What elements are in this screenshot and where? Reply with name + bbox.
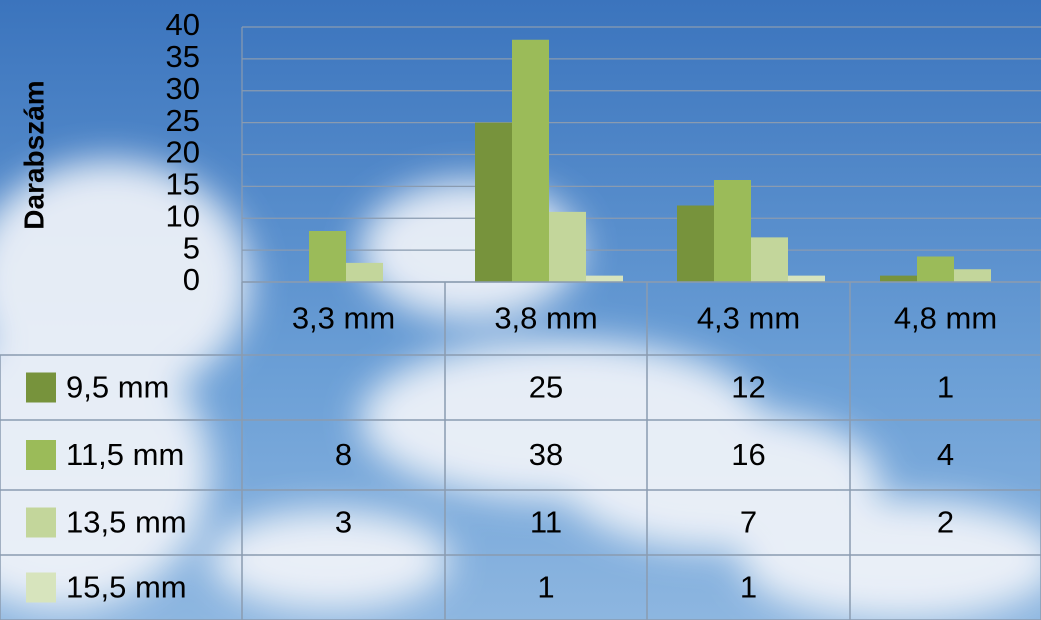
table-value: 38: [529, 437, 563, 472]
y-tick-label: 40: [166, 7, 200, 42]
legend-swatch: [26, 440, 56, 470]
bar: [309, 231, 346, 282]
bar: [475, 122, 512, 282]
table-value: 25: [529, 370, 563, 405]
table-value: 11: [530, 505, 562, 540]
y-tick-label: 15: [166, 167, 200, 202]
x-tick-label: 3,3 mm: [292, 301, 395, 336]
y-tick-label: 35: [166, 39, 200, 74]
table-value: 16: [731, 437, 765, 472]
table-value: 7: [740, 505, 757, 540]
bar: [751, 237, 788, 282]
legend-swatch: [26, 572, 56, 603]
x-tick-label: 3,8 mm: [494, 301, 597, 336]
x-tick-label: 4,8 mm: [894, 301, 997, 336]
y-tick-label: 0: [183, 262, 200, 297]
table-value: 4: [937, 437, 954, 472]
y-tick-label: 30: [166, 71, 200, 106]
table-value: 12: [731, 370, 765, 405]
y-tick-label: 25: [166, 103, 200, 138]
y-tick-label: 20: [166, 135, 200, 170]
legend-swatch: [26, 372, 56, 403]
bar: [917, 256, 954, 282]
table-value: 2: [937, 505, 954, 540]
y-tick-label: 5: [183, 230, 200, 265]
table-value: 1: [937, 370, 954, 405]
y-tick-label: 10: [166, 198, 200, 233]
y-axis-title: Darabszám: [18, 80, 49, 229]
table-value: 3: [335, 505, 352, 540]
bar: [714, 180, 751, 282]
legend-label: 15,5 mm: [66, 570, 187, 605]
x-tick-label: 4,3 mm: [697, 301, 800, 336]
bar: [512, 39, 549, 282]
bar: [788, 275, 825, 282]
legend-label: 11,5 mm: [66, 437, 184, 472]
legend-label: 9,5 mm: [66, 370, 169, 405]
bar: [549, 211, 586, 282]
legend-label: 13,5 mm: [66, 505, 187, 540]
bar: [954, 269, 991, 282]
table-value: 1: [537, 570, 554, 605]
bar: [880, 275, 917, 282]
table-value: 1: [740, 570, 757, 605]
legend-swatch: [26, 507, 56, 538]
bar: [586, 275, 623, 282]
bar: [677, 205, 714, 282]
bar: [346, 262, 383, 282]
table-value: 8: [335, 437, 352, 472]
